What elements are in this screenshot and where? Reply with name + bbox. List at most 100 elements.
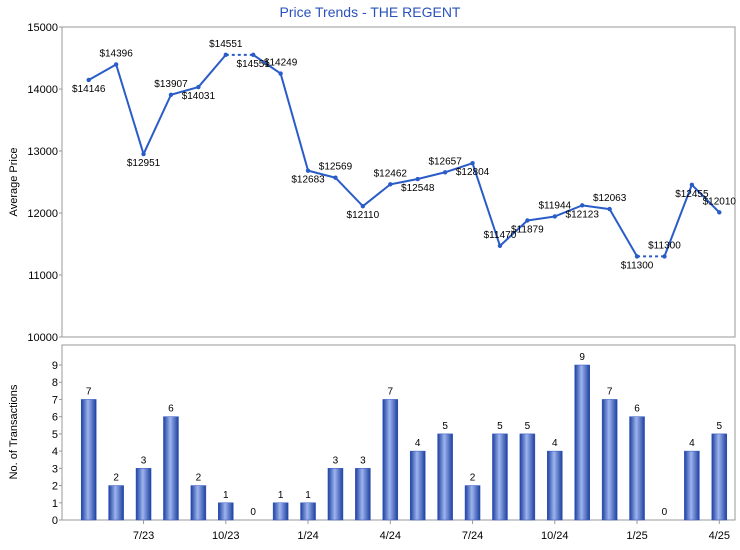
data-label: $14146 (72, 84, 106, 95)
data-label: 1 (305, 490, 311, 501)
line-segment (307, 169, 336, 179)
line-segment (417, 171, 446, 180)
plot-frame (61, 26, 736, 338)
data-label: $11944 (538, 200, 571, 211)
data-label: 9 (579, 352, 585, 363)
bar (300, 502, 316, 521)
bar (437, 433, 453, 521)
x-tick-label: 7/23 (133, 530, 154, 542)
bar (108, 485, 124, 521)
y-axis-title: No. of Transactions (8, 384, 20, 479)
data-label: $11300 (621, 260, 654, 271)
data-label: $11470 (484, 230, 517, 241)
point (278, 71, 283, 76)
x-tick-label: 4/24 (380, 530, 401, 542)
data-label: $12455 (675, 189, 709, 200)
line-segment (582, 204, 610, 211)
y-tick-label: 3 (52, 463, 58, 475)
line-segment (142, 94, 172, 155)
data-label: $12063 (593, 193, 627, 204)
bar (711, 433, 728, 521)
point (388, 182, 393, 187)
bar (382, 399, 399, 521)
y-tick-label: 1 (52, 498, 58, 510)
data-label: 4 (415, 438, 421, 449)
point (662, 254, 667, 259)
plot-frame (61, 344, 736, 521)
data-label: $14551 (237, 59, 271, 70)
point (251, 52, 256, 58)
point (634, 254, 640, 259)
data-label: $12010 (703, 196, 737, 207)
data-label: $14396 (99, 48, 133, 59)
bar (519, 433, 536, 521)
point (305, 168, 311, 173)
y-tick-label: 7 (52, 394, 58, 406)
data-label: $12569 (319, 162, 353, 173)
data-label: 3 (333, 455, 339, 466)
data-label: 5 (497, 421, 503, 432)
point (415, 176, 420, 182)
data-label: 6 (634, 404, 640, 415)
data-label: $11300 (648, 240, 681, 251)
data-label: 7 (607, 386, 613, 397)
bar (190, 485, 207, 521)
y-axis-title: Average Price (8, 148, 20, 217)
data-label: 1 (278, 490, 284, 501)
line-segment (252, 54, 282, 75)
point (113, 62, 119, 67)
bar (492, 433, 508, 521)
y-tick-label: 4 (52, 446, 58, 458)
data-label: $12683 (291, 175, 325, 186)
data-label: 7 (86, 386, 92, 397)
point (717, 210, 722, 215)
bar (574, 364, 590, 521)
line-segment (471, 162, 501, 247)
data-label: 6 (168, 404, 174, 415)
point (168, 92, 174, 97)
line-segment (608, 208, 638, 257)
data-label: $12110 (347, 210, 380, 221)
point (497, 243, 503, 249)
y-tick-label: 14000 (27, 84, 58, 96)
bar (135, 468, 152, 521)
y-tick-label: 2 (52, 481, 58, 493)
bar (80, 399, 97, 521)
data-label: 2 (470, 473, 476, 484)
point (470, 160, 475, 166)
data-label: $12462 (374, 168, 408, 179)
point (552, 214, 557, 219)
point (196, 84, 201, 90)
y-tick-label: 13000 (27, 146, 58, 158)
data-label: $13907 (154, 79, 188, 90)
y-tick-label: 12000 (27, 208, 58, 220)
y-tick-label: 5 (52, 429, 58, 441)
data-label: $12804 (456, 167, 490, 178)
data-label: 4 (552, 438, 558, 449)
data-label: 5 (525, 421, 531, 432)
point (689, 182, 695, 187)
bar (601, 399, 618, 521)
line-segment (279, 73, 310, 171)
x-tick-label: 7/24 (462, 530, 483, 542)
data-label: 1 (223, 490, 229, 501)
bar (629, 416, 645, 521)
point (141, 151, 146, 157)
line-segment (499, 219, 529, 247)
point (333, 175, 338, 180)
data-label: 0 (250, 507, 256, 518)
data-label: $14551 (209, 39, 243, 50)
y-tick-label: 15000 (27, 22, 58, 34)
data-label: 5 (442, 421, 448, 432)
line-segment (390, 178, 418, 186)
y-tick-label: 9 (52, 360, 58, 372)
point (360, 203, 366, 209)
x-tick-label: 10/23 (212, 530, 240, 542)
y-tick-label: 0 (52, 515, 58, 527)
data-label: 3 (141, 455, 147, 466)
bar (327, 468, 344, 521)
point (86, 77, 91, 83)
line-segment (362, 183, 391, 207)
y-tick-label: 8 (52, 377, 58, 389)
data-label: $12657 (428, 156, 462, 167)
